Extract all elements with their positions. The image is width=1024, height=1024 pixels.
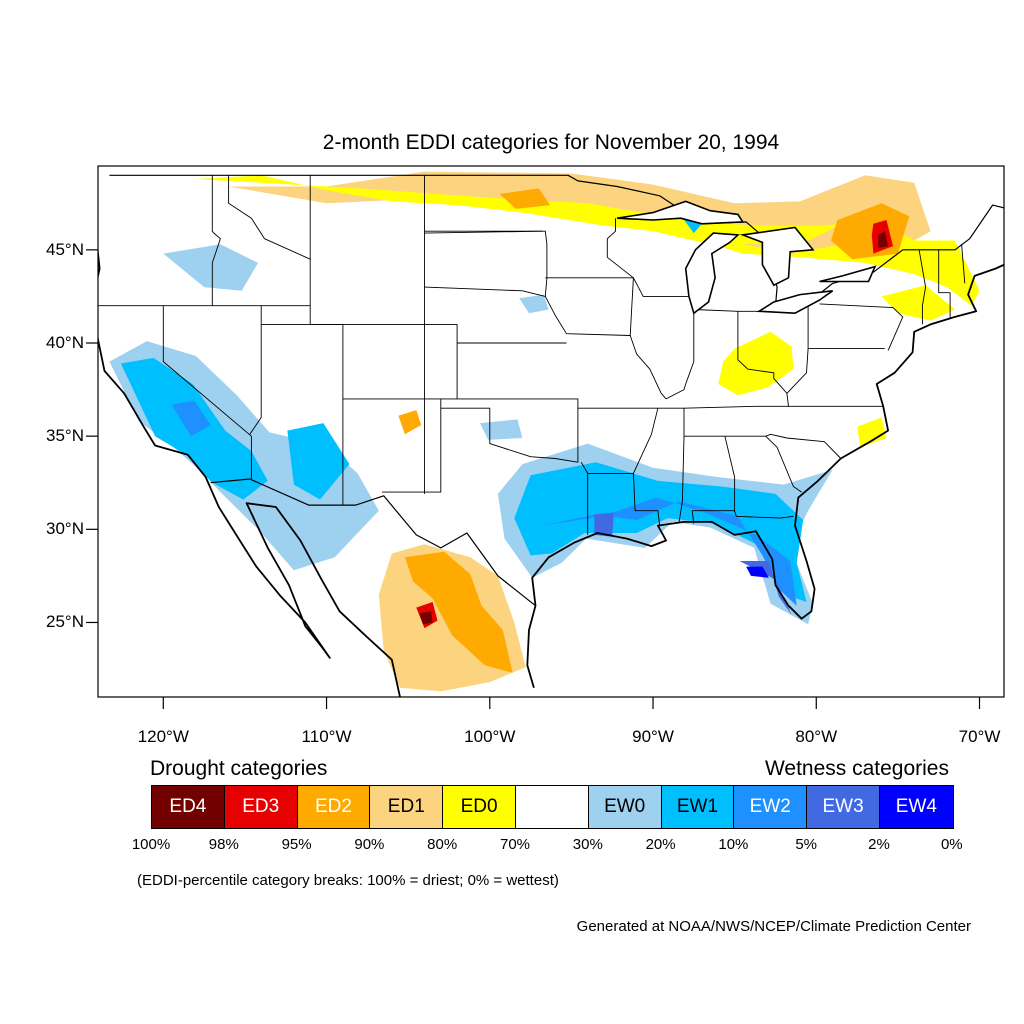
map-title: 2-month EDDI categories for November 20,… [322, 131, 780, 154]
region-ed2-7 [404, 551, 513, 673]
lat-tick-label: 35°N [46, 426, 84, 446]
legend-box-ew4: EW4 [879, 786, 953, 828]
pacific-coastline [98, 244, 401, 697]
break-label: 100% [131, 836, 171, 853]
credit-line: Generated at NOAA/NWS/NCEP/Climate Predi… [576, 918, 971, 935]
region-ew0-25 [163, 244, 258, 291]
break-label: 0% [940, 836, 963, 853]
break-label: 98% [208, 836, 239, 853]
state-boundary-9 [424, 230, 548, 297]
region-ew2-18 [171, 400, 211, 437]
legend-box-none [515, 786, 589, 828]
region-ed0-3 [718, 331, 794, 396]
break-label: 95% [281, 836, 312, 853]
state-boundary-29 [807, 305, 885, 350]
break-label: 70% [499, 836, 531, 853]
state-boundary-32 [918, 249, 927, 325]
break-label: 30% [572, 836, 603, 853]
state-boundary-24 [724, 433, 842, 459]
break-label: 20% [645, 836, 676, 853]
lon-tick-label: 70°W [958, 727, 1001, 746]
state-boundary-20 [665, 296, 695, 400]
mexico-border [210, 478, 536, 607]
lon-tick-label: 90°W [632, 727, 674, 746]
legend-box-ed4: ED4 [152, 786, 225, 828]
great-lake-2 [739, 226, 815, 287]
region-ed2-13 [499, 188, 551, 209]
legend-box-ew2: EW2 [734, 786, 808, 828]
lat-tick-label: 40°N [46, 333, 84, 352]
break-label: 10% [718, 836, 749, 853]
map-layer [98, 171, 1004, 697]
state-boundary-15 [577, 407, 659, 474]
state-boundary-17 [606, 218, 634, 279]
region-ew0-27 [519, 294, 549, 314]
break-label: 5% [795, 836, 818, 853]
lon-tick-label: 120°W [137, 727, 189, 746]
state-boundary-22 [684, 435, 736, 524]
region-ed4-12 [878, 231, 889, 248]
break-label: 2% [868, 836, 890, 853]
state-boundary-19 [629, 335, 667, 400]
state-boundary-26 [683, 405, 884, 409]
category-break-note: (EDDI-percentile category breaks: 100% =… [137, 872, 559, 889]
region-ew2-21 [542, 497, 797, 606]
legend-box-ew0: EW0 [588, 786, 662, 828]
state-boundary-16 [544, 277, 634, 336]
great-lake-3 [756, 290, 834, 315]
lat-tick-label: 45°N [46, 239, 84, 259]
wetness-categories-heading: Wetness categories [764, 757, 949, 780]
atlantic-gulf-coastline [526, 263, 1004, 688]
legend-box-ew3: EW3 [807, 786, 880, 828]
lon-tick-label: 80°W [795, 727, 838, 746]
state-boundary-23 [734, 510, 794, 519]
state-boundary-5 [261, 323, 458, 400]
state-boundary-2 [162, 305, 252, 479]
state-boundary-18 [633, 277, 694, 297]
legend-box-ed0: ED0 [443, 786, 516, 828]
region-ed0-4 [881, 285, 955, 321]
category-legend: ED4 ED3 ED2 ED1 ED0 EW0 EW1 EW2 EW3 EW4 [151, 785, 954, 829]
legend-box-ed3: ED3 [224, 786, 298, 828]
break-label: 80% [427, 836, 458, 853]
lon-tick-label: 100°W [464, 727, 516, 746]
region-ed2-14 [398, 410, 422, 435]
state-boundary-33 [938, 249, 951, 319]
state-boundary-10 [424, 230, 543, 234]
state-boundary-30 [786, 348, 809, 394]
state-boundary-28 [693, 309, 760, 312]
state-boundary-7 [382, 398, 442, 493]
region-ew3-22 [594, 512, 614, 537]
legend-box-ed1: ED1 [370, 786, 444, 828]
state-boundary-31 [819, 303, 904, 351]
tick-layer [86, 249, 981, 709]
lon-tick-label: 110°W [301, 727, 352, 746]
state-boundary-3 [249, 305, 262, 435]
region-ew0-28 [480, 419, 523, 440]
map-frame [97, 165, 1005, 698]
great-lake-1 [684, 232, 740, 315]
state-boundary-34 [961, 244, 966, 284]
break-label: 90% [354, 836, 385, 853]
lat-tick-label: 30°N [46, 519, 84, 539]
state-boundary-0 [211, 175, 221, 306]
drought-categories-heading: Drought categories [150, 757, 328, 780]
state-boundary-14 [587, 472, 661, 526]
state-boundary-8 [228, 175, 311, 260]
lat-tick-label: 25°N [46, 612, 84, 632]
legend-box-ed2: ED2 [297, 786, 371, 828]
legend-box-ew1: EW1 [661, 786, 735, 828]
region-ew4-24 [746, 566, 769, 578]
great-lake-4 [819, 265, 877, 283]
region-ed4-9 [419, 611, 433, 625]
state-boundary-25 [765, 435, 802, 493]
region-ew1-17 [287, 423, 350, 500]
great-lake-0 [616, 200, 745, 225]
state-boundary-12 [440, 398, 579, 463]
region-ew3-23 [739, 561, 792, 615]
region-ed0-5 [857, 417, 887, 448]
